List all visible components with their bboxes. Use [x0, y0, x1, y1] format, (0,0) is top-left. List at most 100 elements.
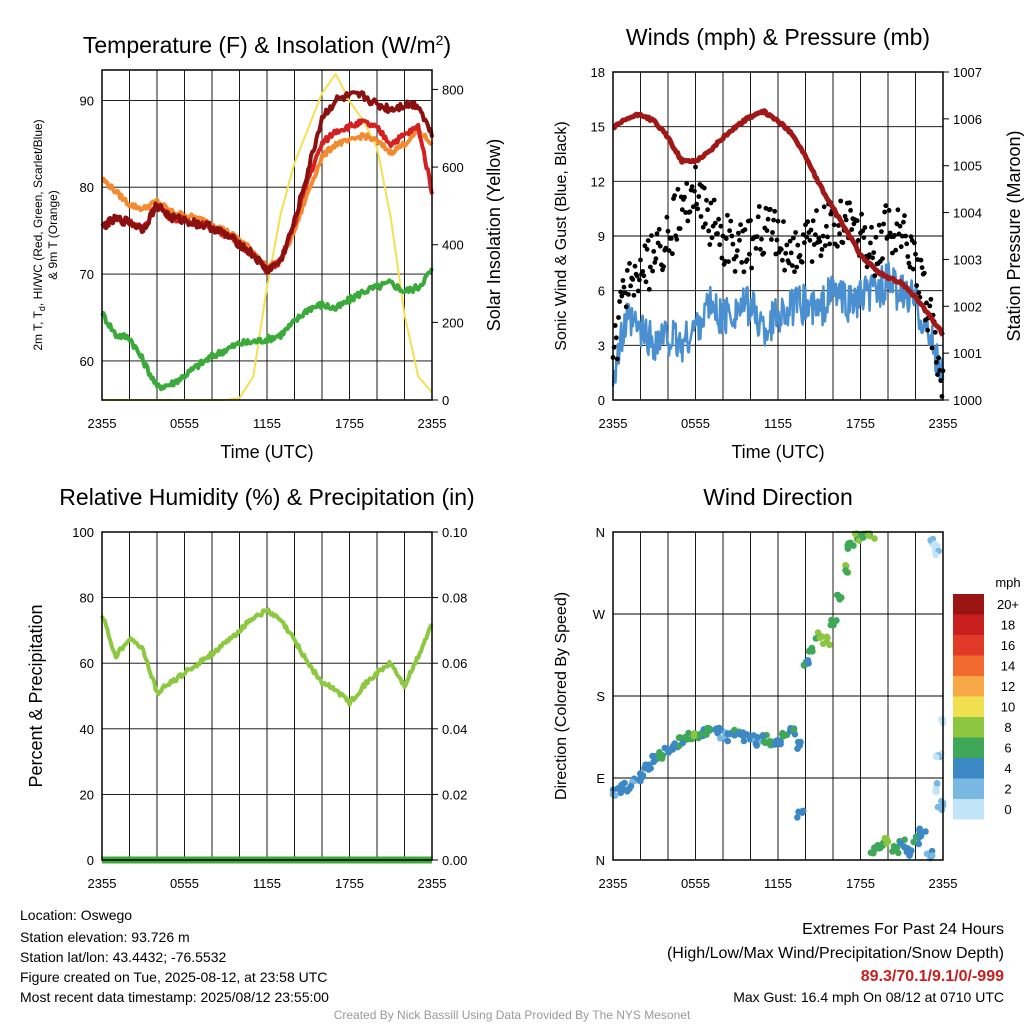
legend-label: 18 — [1001, 618, 1015, 633]
gust-point — [831, 222, 837, 228]
legend-swatch — [953, 635, 984, 656]
x-tick-label: 2355 — [929, 416, 958, 431]
y-tick-label: W — [593, 607, 606, 622]
gust-point — [817, 239, 823, 244]
gust-point — [672, 193, 677, 199]
gust-point — [840, 240, 846, 246]
x-tick-label: 2355 — [88, 416, 117, 431]
gust-point — [621, 284, 627, 290]
gust-point — [771, 217, 776, 223]
direction-point — [712, 726, 719, 733]
gust-point — [799, 259, 805, 265]
y2-tick-label: 1004 — [953, 206, 982, 221]
legend-swatch — [953, 717, 984, 738]
winds-title: Winds (mph) & Pressure (mb) — [626, 24, 930, 50]
gust-point — [808, 227, 814, 233]
direction-point — [740, 737, 748, 745]
gust-point — [775, 218, 781, 224]
gust-point — [901, 219, 906, 225]
direction-point — [865, 531, 872, 539]
legend-swatch — [953, 655, 984, 676]
gust-point — [723, 236, 729, 242]
gust-point — [906, 260, 912, 266]
direction-point — [844, 545, 852, 552]
gust-point — [938, 378, 944, 383]
gust-point — [675, 186, 681, 192]
y-tick-label: 60 — [80, 354, 94, 369]
direction-point — [670, 742, 677, 750]
gust-point — [804, 234, 809, 240]
gust-point — [918, 257, 924, 263]
gust-point — [862, 225, 868, 230]
direction-point — [661, 744, 669, 752]
y-tick-label: 100 — [72, 525, 94, 540]
gust-point — [612, 323, 618, 328]
extremes-subheading: (High/Low/Max Wind/Precipitation/Snow De… — [667, 945, 1004, 962]
gust-point — [707, 242, 713, 247]
y-tick-label: 3 — [598, 338, 605, 353]
gust-point — [913, 251, 918, 257]
gust-point — [898, 244, 904, 250]
gust-point — [882, 209, 888, 215]
gust-point — [749, 265, 754, 271]
gust-point — [732, 269, 738, 274]
gust-point — [677, 226, 683, 232]
winds-xlabel: Time (UTC) — [731, 442, 824, 462]
gust-point — [727, 228, 732, 234]
info-latlon: Station lat/lon: 43.4432; -76.5532 — [20, 949, 226, 965]
gust-point — [694, 201, 699, 207]
gust-point — [767, 206, 773, 212]
direction-point — [627, 782, 635, 790]
speed-legend: 20+ 18 16 14 12 10 8 6 4 2 0 — [953, 594, 1019, 820]
gust-point — [666, 248, 672, 254]
direction-point — [933, 753, 940, 761]
y-tick-label: 90 — [80, 93, 94, 108]
gust-point — [718, 223, 724, 229]
direction-point — [828, 616, 835, 624]
direction-point — [928, 852, 936, 859]
direction-point — [754, 734, 761, 741]
x-tick-label: 2355 — [599, 876, 628, 891]
gust-point — [716, 216, 721, 222]
y2-tick-label: 200 — [442, 315, 464, 330]
temperature-ylabel-line2: & 9m T (Orange) — [46, 190, 60, 280]
direction-point — [771, 741, 779, 748]
direction-point — [794, 814, 801, 821]
direction-point — [871, 535, 878, 542]
gust-point — [744, 257, 750, 263]
gust-point — [626, 292, 631, 297]
y-tick-label: S — [596, 689, 605, 704]
direction-point — [620, 780, 627, 788]
legend-label: 8 — [1004, 720, 1011, 735]
extremes-values: 89.3/70.1/9.1/0/-999 — [861, 968, 1004, 985]
gust-point — [838, 198, 844, 204]
gust-point — [698, 214, 704, 219]
gust-point — [632, 263, 638, 269]
gust-point — [684, 181, 690, 186]
gust-point — [880, 256, 885, 261]
gust-point — [818, 253, 824, 259]
gust-point — [703, 221, 708, 227]
gust-point — [617, 299, 622, 304]
gust-point — [701, 185, 707, 191]
gust-point — [820, 233, 826, 239]
legend-label: 10 — [1001, 700, 1015, 715]
direction-point — [760, 738, 768, 745]
x-tick-label: 0555 — [681, 416, 710, 431]
direction-point — [804, 657, 812, 664]
direction-point — [938, 716, 945, 723]
gust-point — [825, 234, 830, 240]
extremes-gust: Max Gust: 16.4 mph On 08/12 at 0710 UTC — [733, 989, 1004, 1005]
gust-point — [797, 253, 803, 258]
direction-point — [816, 634, 824, 642]
gust-point — [870, 255, 875, 261]
direction-point — [649, 752, 656, 760]
legend-label: 16 — [1001, 638, 1015, 653]
gust-point — [645, 238, 651, 244]
direction-plot-frame — [612, 531, 944, 861]
gust-point — [761, 250, 767, 256]
legend-swatch — [953, 594, 984, 615]
gust-point — [843, 217, 849, 223]
gust-point — [679, 207, 685, 213]
winds-plot-frame — [612, 71, 944, 401]
